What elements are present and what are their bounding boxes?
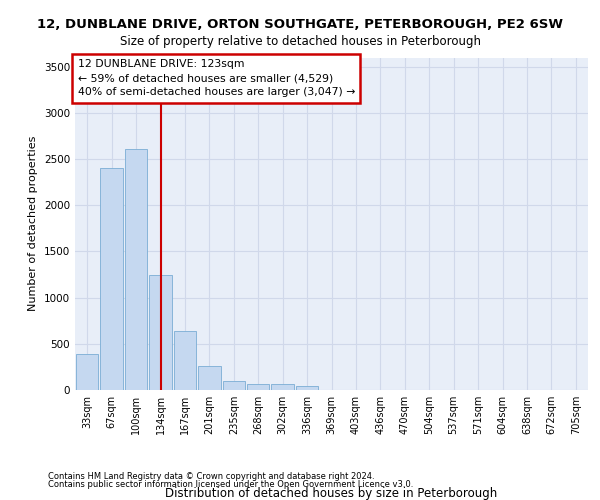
X-axis label: Distribution of detached houses by size in Peterborough: Distribution of detached houses by size … <box>166 487 497 500</box>
Bar <box>271 384 294 390</box>
Bar <box>173 331 196 390</box>
Text: Size of property relative to detached houses in Peterborough: Size of property relative to detached ho… <box>119 35 481 48</box>
Bar <box>149 276 172 390</box>
Bar <box>296 386 319 390</box>
Bar <box>76 354 98 390</box>
Bar <box>247 384 269 390</box>
Text: 12, DUNBLANE DRIVE, ORTON SOUTHGATE, PETERBOROUGH, PE2 6SW: 12, DUNBLANE DRIVE, ORTON SOUTHGATE, PET… <box>37 18 563 30</box>
Bar <box>125 149 148 390</box>
Text: Contains public sector information licensed under the Open Government Licence v3: Contains public sector information licen… <box>48 480 413 489</box>
Bar <box>100 168 123 390</box>
Bar <box>223 381 245 390</box>
Y-axis label: Number of detached properties: Number of detached properties <box>28 136 38 312</box>
Bar <box>198 366 221 390</box>
Text: 12 DUNBLANE DRIVE: 123sqm
← 59% of detached houses are smaller (4,529)
40% of se: 12 DUNBLANE DRIVE: 123sqm ← 59% of detac… <box>77 59 355 97</box>
Text: Contains HM Land Registry data © Crown copyright and database right 2024.: Contains HM Land Registry data © Crown c… <box>48 472 374 481</box>
